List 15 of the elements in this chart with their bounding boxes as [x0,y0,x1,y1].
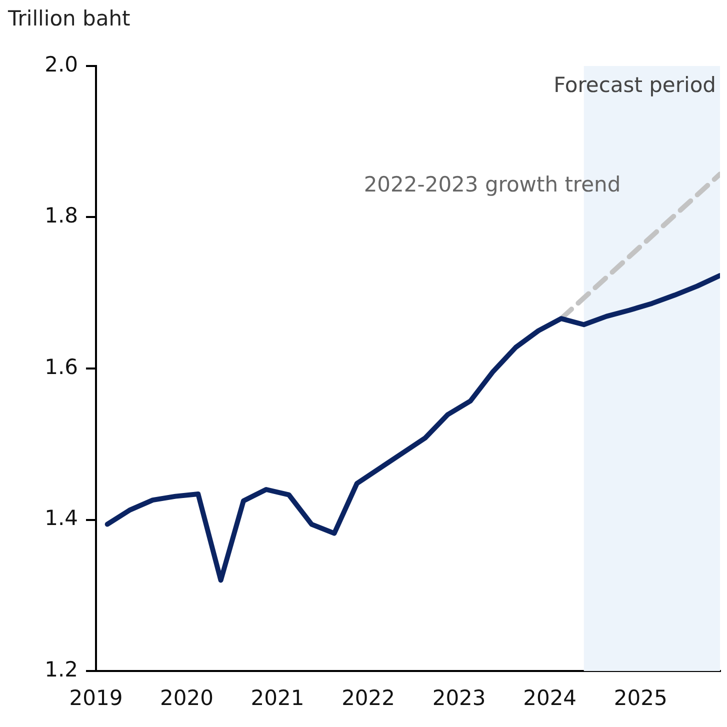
y-tick-label: 1.6 [44,354,78,379]
y-tick-label: 1.4 [44,506,78,530]
x-tick-label: 2025 [614,686,668,710]
x-tick-label: 2021 [250,686,304,710]
x-tick-label: 2024 [523,686,577,710]
y-tick-label: 1.8 [44,204,78,228]
x-tick-label: 2020 [160,686,214,710]
annotation: 2022-2023 growth trend [364,172,621,196]
y-axis-title: Trillion baht [7,6,130,30]
band-label: Forecast period [554,72,716,97]
x-tick-label: 2023 [432,686,486,710]
y-tick-label: 1.2 [44,657,78,682]
y-tick-label: 2.0 [44,52,78,76]
x-tick-label: 2022 [342,686,396,710]
x-tick-label: 2019 [69,686,123,710]
